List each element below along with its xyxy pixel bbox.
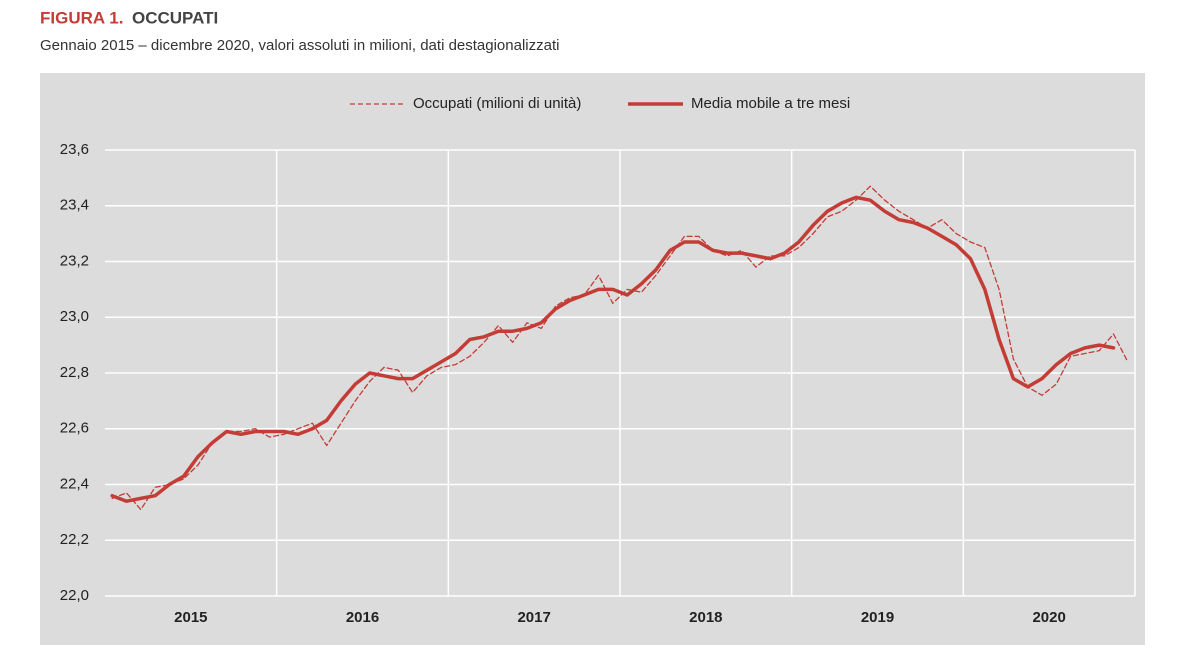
y-tick-label: 22,8 — [60, 364, 89, 381]
y-tick-label: 23,0 — [60, 308, 89, 325]
series-line — [110, 195, 1116, 503]
x-tick-label: 2016 — [346, 609, 379, 626]
y-tick-label: 22,0 — [60, 587, 89, 604]
y-tick-label: 22,6 — [60, 420, 89, 437]
y-tick-label: 23,2 — [60, 252, 89, 269]
y-tick-label: 22,4 — [60, 475, 89, 492]
chart-background — [40, 73, 1145, 645]
x-tick-label: 2019 — [861, 609, 894, 626]
legend-label: Occupati (milioni di unità) — [413, 95, 581, 112]
legend-label: Media mobile a tre mesi — [691, 95, 850, 112]
x-tick-label: 2015 — [174, 609, 207, 626]
chart-subtitle: Gennaio 2015 – dicembre 2020, valori ass… — [40, 37, 559, 54]
y-tick-label: 23,4 — [60, 197, 89, 214]
chart-title: OCCUPATI — [132, 8, 218, 27]
x-tick-label: 2018 — [689, 609, 722, 626]
series-line — [111, 185, 1129, 511]
y-tick-label: 23,6 — [60, 141, 89, 158]
x-tick-label: 2020 — [1032, 609, 1065, 626]
figure-label: FIGURA 1. — [40, 8, 123, 27]
x-tick-label: 2017 — [517, 609, 550, 626]
y-tick-label: 22,2 — [60, 531, 89, 548]
